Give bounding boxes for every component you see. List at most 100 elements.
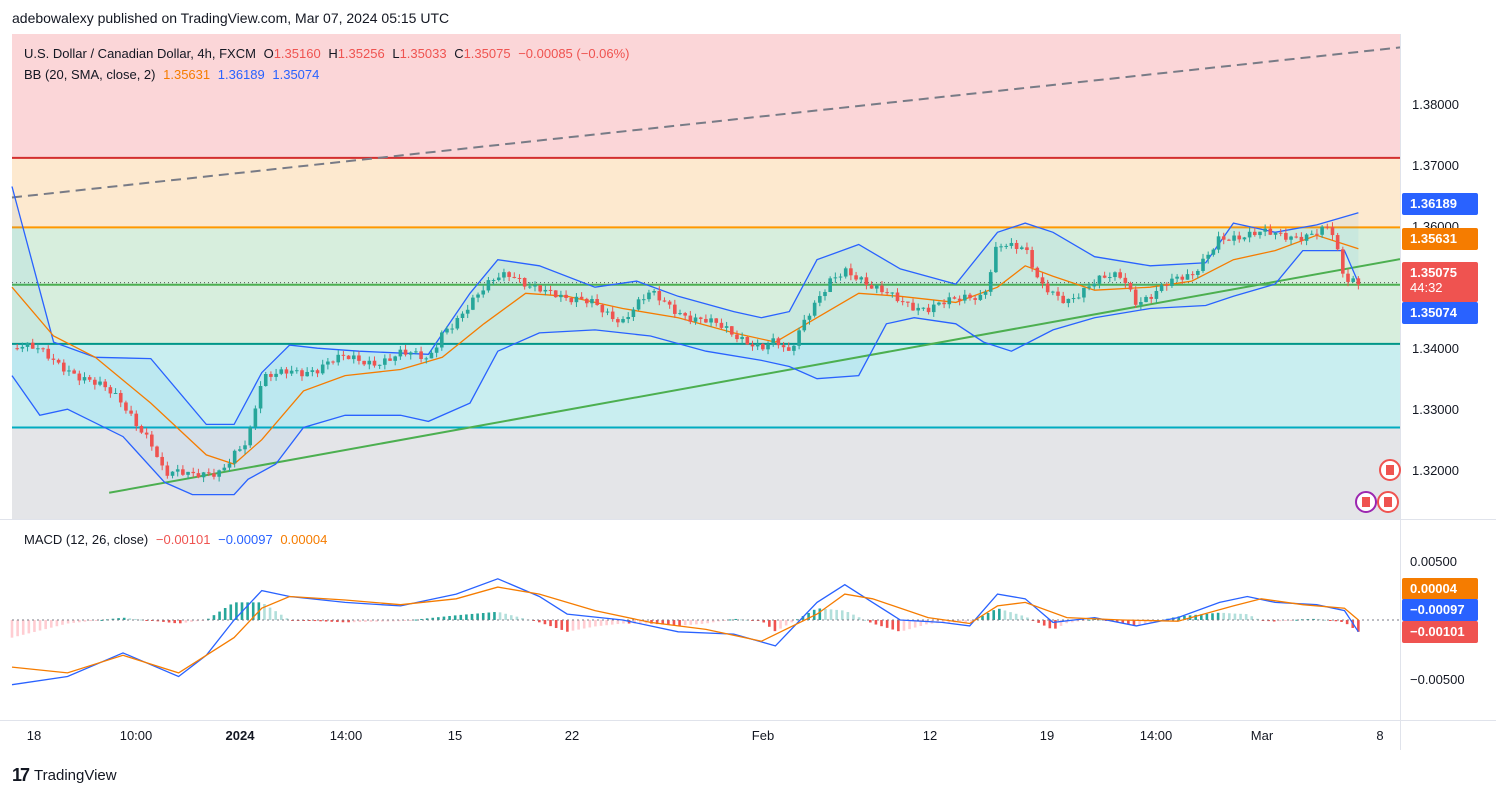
macd-hist-value: −0.00101	[155, 532, 211, 547]
macd-hist-bar	[992, 610, 996, 620]
macd-hist-bar	[493, 612, 496, 620]
macd-hist-bar	[554, 620, 558, 629]
candle-body	[248, 427, 253, 446]
macd-hist-bar	[661, 620, 665, 625]
candle-body	[1035, 267, 1040, 278]
candle-body	[1009, 242, 1014, 246]
candle-body	[1351, 278, 1355, 282]
macd-hist-bar	[10, 620, 14, 638]
candle-body	[481, 290, 486, 295]
candle-body	[1113, 272, 1117, 278]
last-price-tag: 1.35075 44:32	[1402, 262, 1478, 302]
macd-hist-bar	[762, 620, 766, 623]
zone-band-4	[12, 427, 1400, 519]
candle-body	[952, 297, 957, 299]
candle-body	[963, 294, 967, 301]
candle-body	[994, 246, 998, 273]
macd-hist-bar	[336, 620, 339, 623]
candle-body	[1221, 236, 1226, 240]
candle-body	[750, 344, 755, 347]
time-tick-label: Feb	[752, 728, 774, 743]
candle-body	[1180, 276, 1185, 280]
macd-hist-bar	[324, 620, 328, 622]
macd-hist-bar	[1048, 620, 1052, 629]
candle-body	[253, 408, 258, 428]
bb-legend: BB (20, SMA, close, 2) 1.35631 1.36189 1…	[24, 67, 323, 82]
candle-body	[823, 291, 827, 297]
candle-body	[1232, 235, 1236, 241]
macd-hist-bar	[27, 620, 31, 634]
candle-body	[486, 280, 491, 291]
macd-hist-bar	[476, 613, 479, 620]
candle-body	[931, 304, 936, 313]
candle-body	[191, 471, 196, 474]
candle-body	[533, 285, 537, 287]
macd-hist-bar	[190, 620, 193, 622]
bb-basis-tag: 1.35631	[1402, 228, 1478, 250]
candle-body	[579, 296, 584, 299]
candle-body	[419, 351, 423, 360]
candle-body	[1263, 228, 1267, 232]
macd-hist-bar	[768, 620, 771, 627]
footer-brand[interactable]: 17 TradingView	[12, 765, 117, 786]
macd-hist-bar	[235, 602, 238, 620]
candle-body	[900, 301, 905, 303]
candle-body	[1201, 258, 1205, 271]
candle-body	[186, 471, 190, 475]
candle-body	[1071, 298, 1076, 300]
candle-body	[77, 373, 82, 381]
macd-hist-bar	[1233, 613, 1237, 620]
macd-hist-bar	[425, 618, 429, 620]
candle-body	[528, 286, 532, 288]
macd-hist-bar	[347, 620, 350, 623]
candle-body	[595, 299, 599, 305]
candle-body	[1082, 287, 1086, 298]
candle-body	[1045, 283, 1050, 293]
candle-body	[98, 381, 102, 385]
time-tick-label: 2024	[226, 728, 256, 743]
candle-body	[155, 446, 159, 457]
macd-hist-bar	[308, 620, 311, 621]
candle-body	[434, 347, 439, 353]
macd-hist-bar	[117, 618, 120, 620]
dashed-channel-line	[11, 46, 1401, 199]
candle-body	[1211, 249, 1216, 255]
candle-body	[1066, 298, 1071, 304]
symbol-legend: U.S. Dollar / Canadian Dollar, 4h, FXCM …	[24, 46, 634, 61]
macd-hist-bar	[857, 617, 861, 620]
macd-hist-bar	[459, 614, 463, 620]
price-tick-label: 1.33000	[1412, 402, 1459, 417]
candle-body	[1128, 283, 1133, 290]
candle-body	[616, 319, 620, 323]
macd-hist-bar	[639, 620, 642, 624]
candle-body	[1216, 236, 1221, 250]
macd-hist-bar	[1312, 618, 1315, 620]
tradingview-logo-icon: 17	[12, 765, 30, 785]
candle-body	[118, 393, 123, 403]
macd-hist-bar	[1070, 620, 1074, 623]
candle-body	[377, 364, 382, 366]
candle-body	[657, 290, 662, 301]
macd-hist-bar	[599, 620, 603, 626]
time-tick-label: Mar	[1251, 728, 1274, 743]
candle-body	[1025, 247, 1029, 251]
macd-hist-bar	[1256, 618, 1259, 620]
candle-body	[93, 379, 97, 385]
macd-hist-bar	[515, 616, 519, 620]
candle-body	[1284, 232, 1288, 240]
candle-body	[439, 332, 444, 348]
macd-hist-bar	[986, 613, 990, 620]
bar-countdown: 44:32	[1410, 280, 1443, 295]
macd-hist-bar	[672, 620, 676, 626]
candle-body	[279, 369, 284, 374]
candle-body	[1190, 274, 1195, 276]
macd-hist-bar	[1222, 612, 1226, 620]
macd-hist-bar	[790, 620, 794, 623]
candle-body	[1004, 245, 1009, 247]
macd-hist-bar	[717, 620, 721, 622]
candle-body	[1335, 235, 1340, 250]
candle-body	[574, 296, 579, 303]
candle-body	[310, 370, 315, 372]
macd-line	[11, 578, 1359, 686]
